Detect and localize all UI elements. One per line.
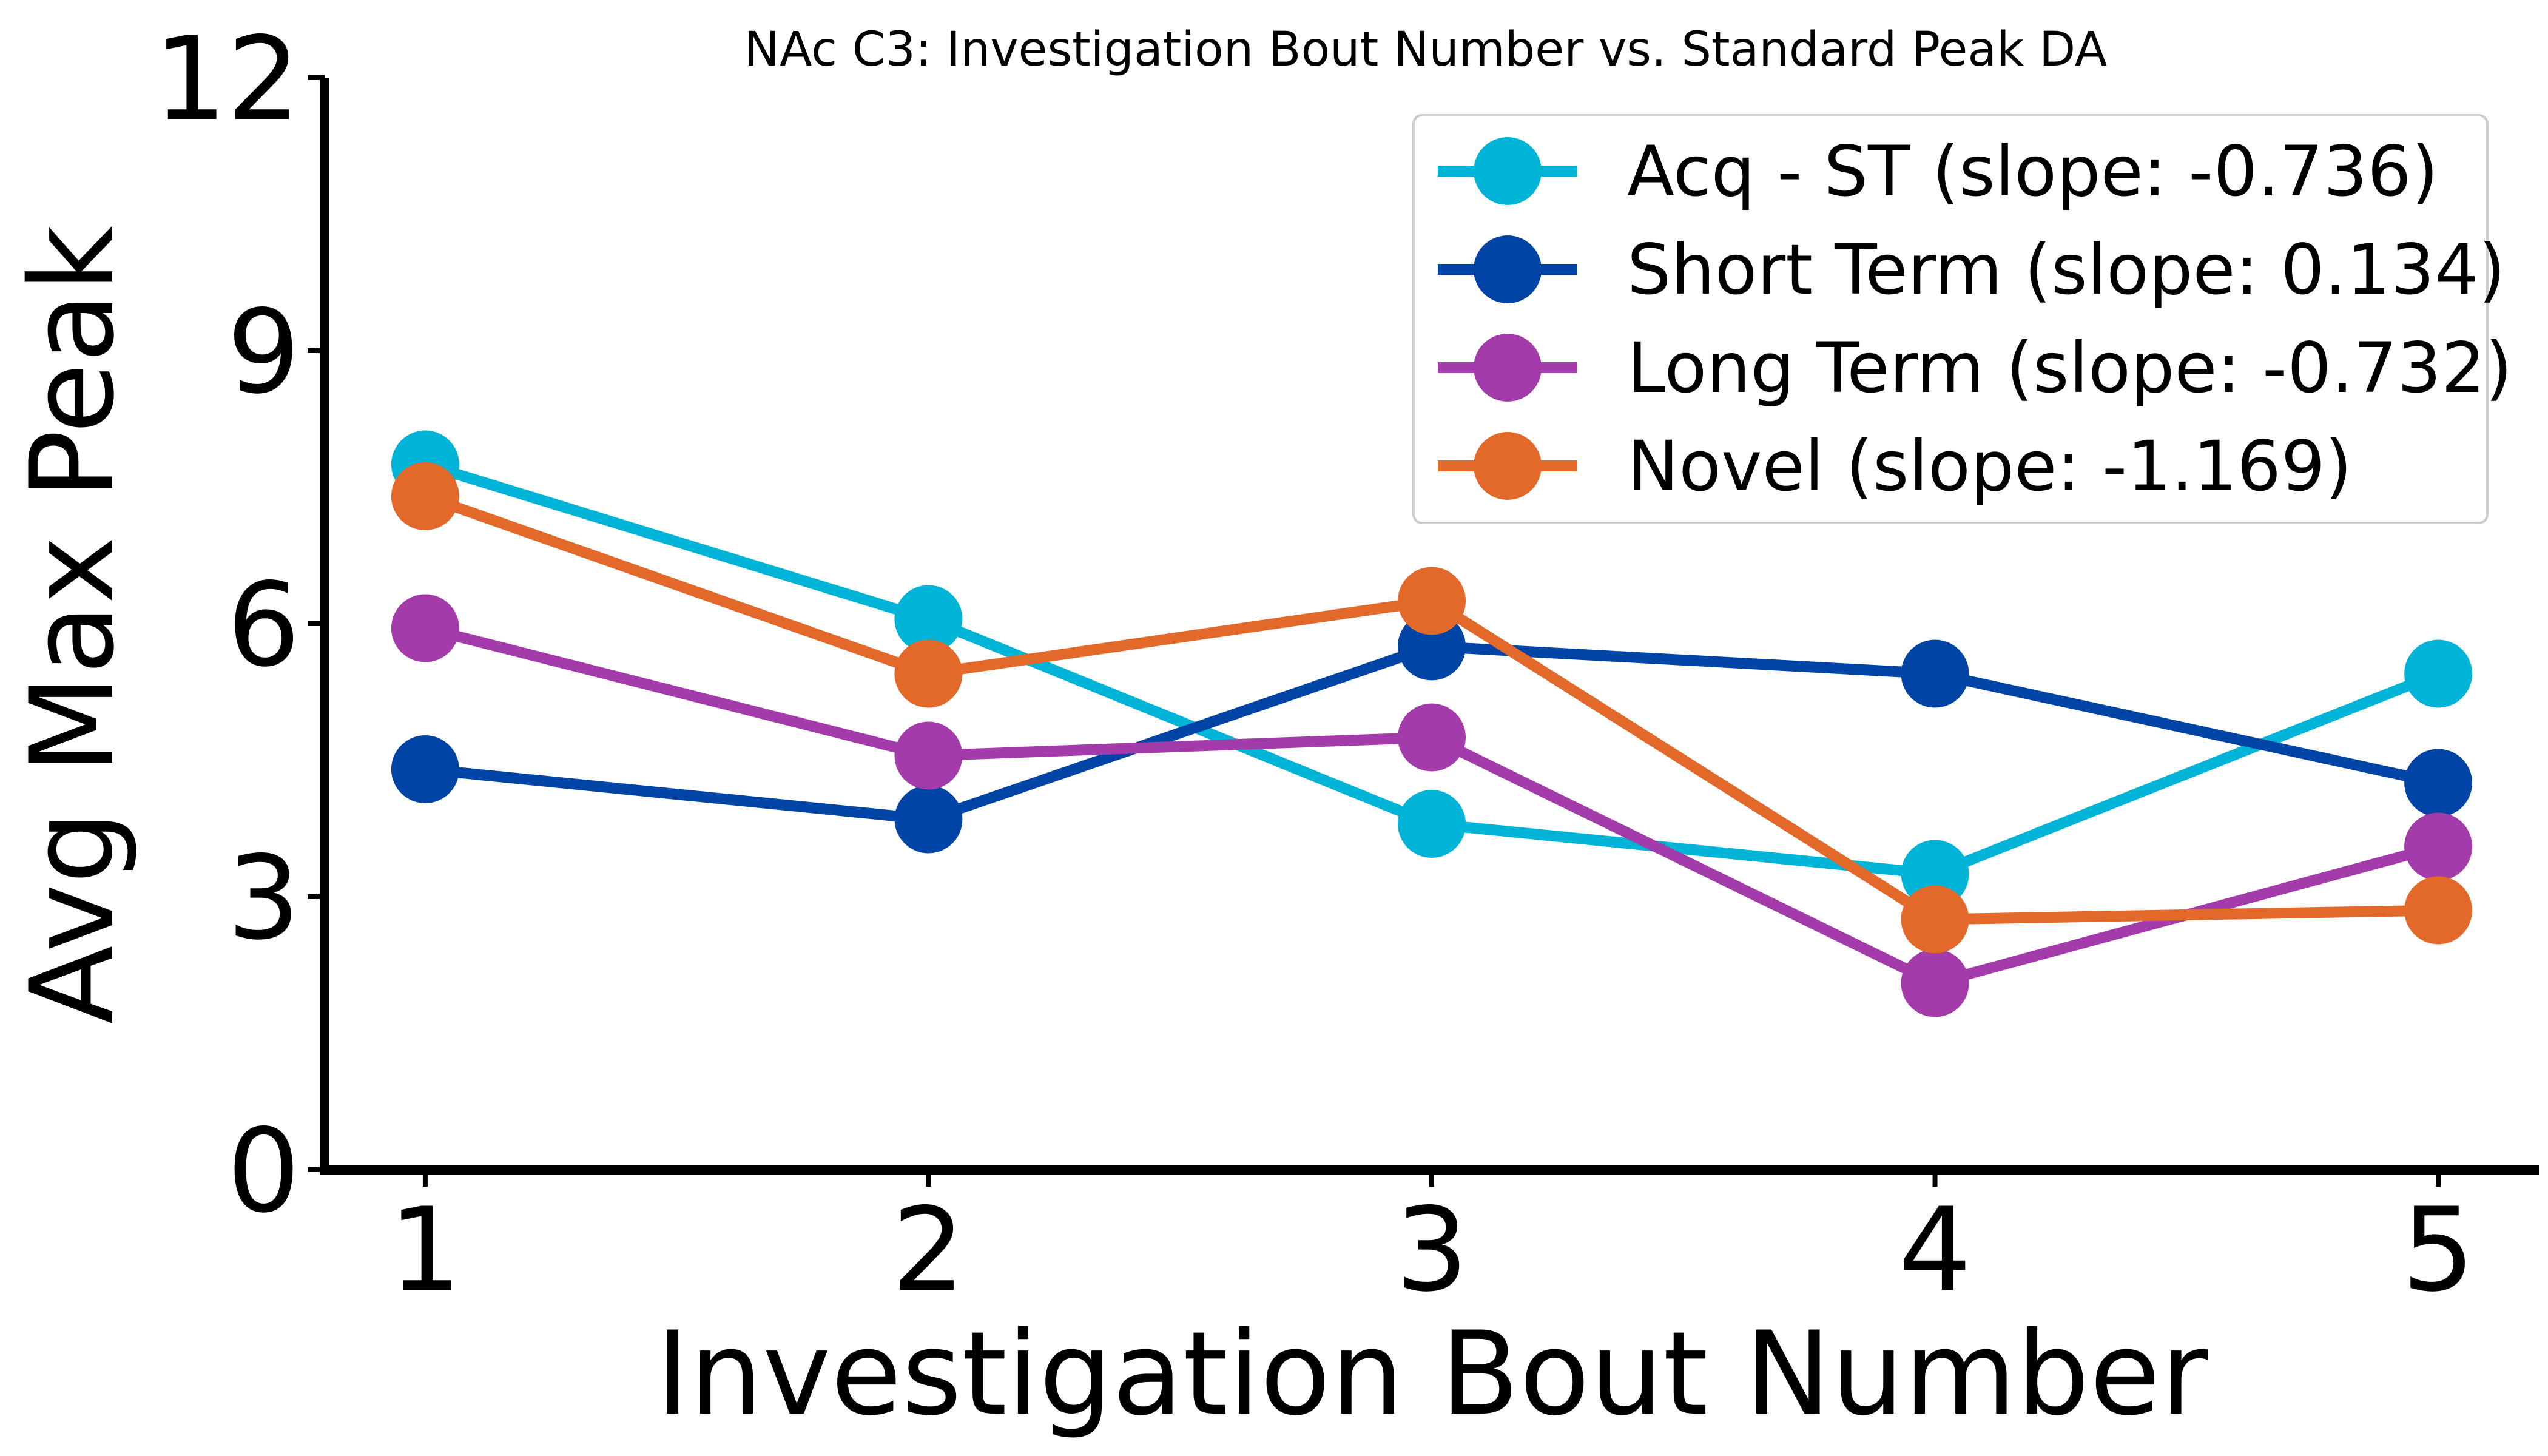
data-point (894, 585, 963, 653)
legend-label: Long Term (slope: -0.732) (1627, 328, 2512, 408)
data-point (1901, 949, 1969, 1017)
data-point (1901, 639, 1969, 708)
legend-marker (1474, 235, 1542, 303)
series-group (391, 462, 2473, 954)
y-tick-label: 9 (227, 285, 300, 419)
data-point (1398, 567, 1466, 635)
data-point (894, 639, 963, 708)
legend-marker (1474, 334, 1542, 402)
x-tick-label: 2 (892, 1183, 965, 1317)
legend-marker (1474, 137, 1542, 205)
y-axis-label: Avg Max Peak (5, 226, 140, 1025)
data-point (2404, 812, 2473, 881)
y-ticks: 0 3 6 9 12 (153, 12, 325, 1238)
data-point (2404, 749, 2473, 817)
legend-label: Short Term (slope: 0.134) (1627, 229, 2506, 310)
x-axis-label: Investigation Bout Number (656, 1307, 2208, 1441)
y-tick-label: 3 (227, 831, 300, 965)
data-point (391, 594, 459, 662)
x-tick-label: 4 (1898, 1183, 1972, 1317)
legend: Acq - ST (slope: -0.736) Short Term (slop… (1412, 114, 2512, 524)
data-point (894, 785, 963, 854)
x-tick-label: 5 (2402, 1183, 2475, 1317)
data-point (2404, 639, 2473, 708)
y-tick-label: 0 (227, 1104, 300, 1238)
y-tick-label: 12 (153, 12, 300, 146)
legend-item: Acq - ST (slope: -0.736) (1438, 131, 2438, 212)
data-point (2404, 876, 2473, 945)
legend-item: Short Term (slope: 0.134) (1438, 229, 2506, 310)
y-tick-label: 6 (227, 558, 300, 692)
x-ticks: 1 2 3 4 5 (388, 1170, 2475, 1317)
series-group (391, 612, 2473, 854)
legend-box (1412, 114, 2489, 524)
series-group (391, 594, 2473, 1017)
legend-label: Novel (slope: -1.169) (1627, 426, 2352, 507)
data-point (1901, 885, 1969, 954)
data-point (894, 721, 963, 790)
data-point (391, 735, 459, 803)
data-point (391, 462, 459, 530)
chart-title: NAc C3: Investigation Bout Number vs. St… (744, 22, 2107, 77)
series-layer (391, 430, 2473, 1017)
legend-item: Novel (slope: -1.169) (1438, 426, 2352, 507)
data-point (1398, 703, 1466, 772)
x-tick-label: 3 (1395, 1183, 1469, 1317)
legend-item: Long Term (slope: -0.732) (1438, 328, 2512, 408)
data-point (1398, 790, 1466, 858)
x-tick-label: 1 (388, 1183, 462, 1317)
legend-label: Acq - ST (slope: -0.736) (1627, 131, 2438, 212)
legend-marker (1474, 432, 1542, 500)
